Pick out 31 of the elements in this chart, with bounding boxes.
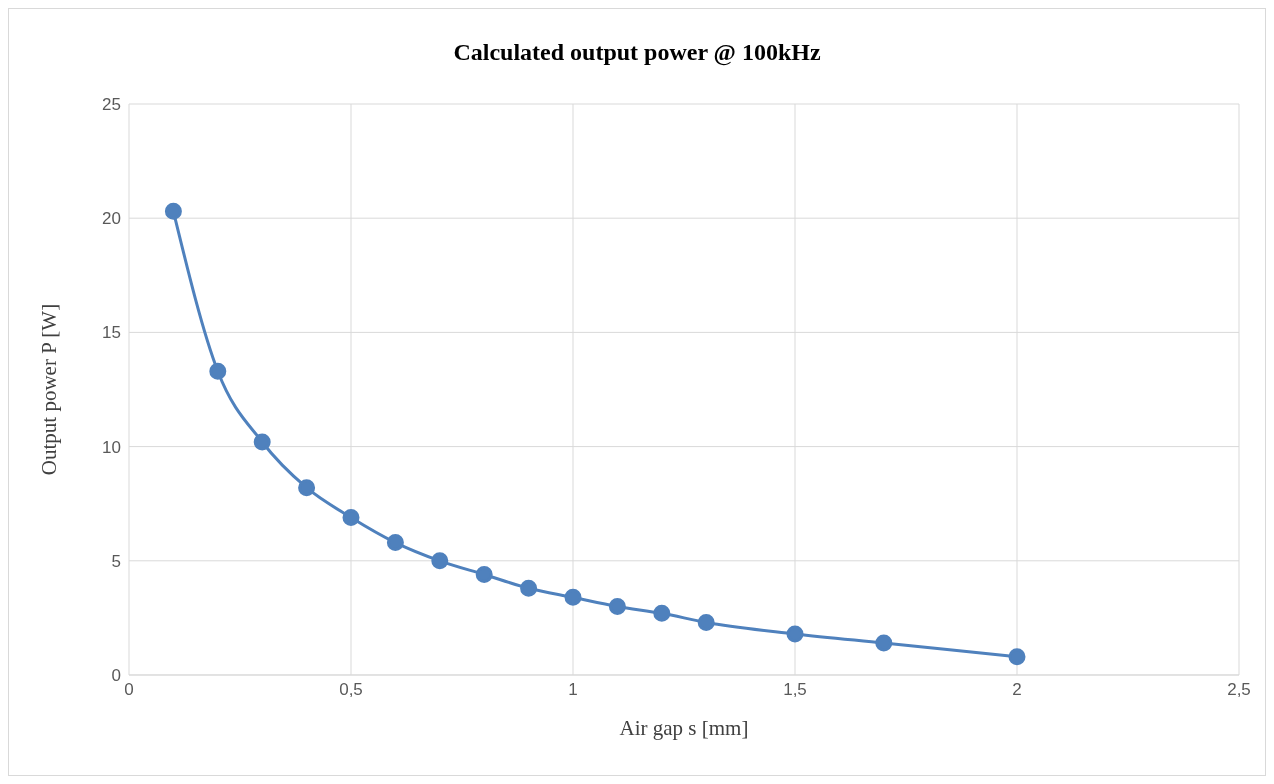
x-tick-label: 2 (1012, 680, 1022, 700)
x-axis-title: Air gap s [mm] (619, 716, 749, 740)
point (520, 579, 538, 597)
point (475, 566, 493, 583)
point (875, 634, 893, 652)
point (608, 597, 626, 615)
point (164, 202, 182, 220)
point (431, 552, 449, 570)
y-tick-label: 20 (102, 209, 121, 229)
chart-title: Calculated output power @ 100kHz (452, 39, 822, 66)
y-tick-label: 10 (102, 437, 121, 457)
point (298, 479, 316, 497)
y-tick-label: 25 (102, 95, 121, 115)
x-tick-label: 0 (124, 680, 134, 700)
x-tick-label: 1,5 (783, 680, 807, 700)
point (253, 433, 271, 451)
y-tick-label: 0 (111, 666, 121, 686)
x-tick-label: 0,5 (339, 680, 363, 700)
y-axis-title: Output power P [W] (37, 303, 62, 476)
y-tick-label: 15 (102, 323, 121, 343)
point (342, 508, 360, 526)
point (386, 534, 404, 552)
point (564, 588, 582, 606)
y-tick-label: 5 (111, 551, 121, 571)
point (786, 625, 804, 643)
point (653, 604, 671, 622)
x-tick-label: 1 (568, 680, 578, 700)
point (697, 613, 715, 631)
x-tick-label: 2,5 (1227, 680, 1251, 700)
point (209, 362, 227, 380)
point (1008, 648, 1026, 666)
